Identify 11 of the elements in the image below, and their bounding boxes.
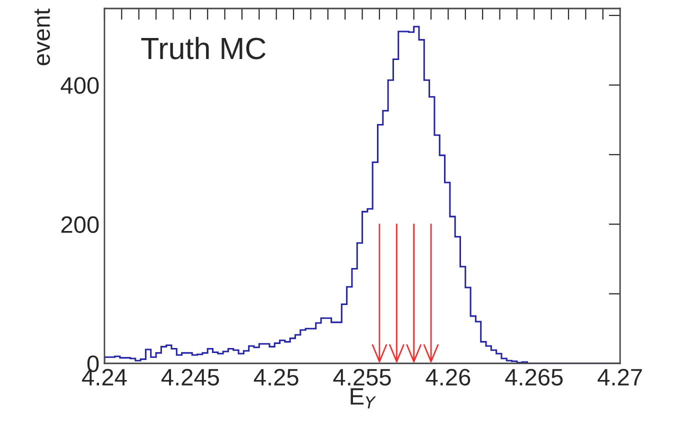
x-tick-label: 4.265 [505,368,563,386]
x-tick-label: 4.255 [333,368,391,386]
x-tick-label: 4.245 [161,368,219,386]
annotation: Truth MC [141,36,266,60]
y-axis-title: event [34,8,50,66]
x-tick-label: 4.27 [598,368,642,386]
y-tick-label: 200 [61,216,99,233]
y-tick-label: 400 [60,77,99,94]
x-tick-label: 4.25 [254,368,298,386]
x-tick-label: 4.26 [426,368,470,386]
x-axis-title: E$_{Y}$ [350,388,376,408]
